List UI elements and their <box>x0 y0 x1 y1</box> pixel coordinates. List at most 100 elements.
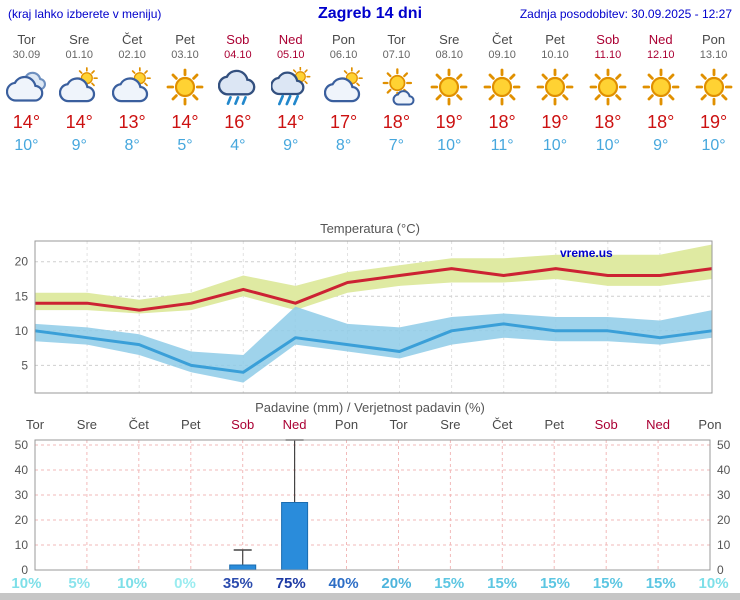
temperature-chart: 5 10 15 20 vreme.us <box>15 240 713 394</box>
sun-icon <box>165 67 205 107</box>
precipitation-chart: Tor Sre Čet Pet Sob Ned Pon Tor Sre Čet Pet Sob Ned P… <box>15 417 731 574</box>
low-temp: 10° <box>595 137 620 154</box>
day-date: 05.10 <box>276 49 305 61</box>
day-date: 07.10 <box>382 49 411 61</box>
sun-icon <box>641 67 681 107</box>
high-temp: 19° <box>435 112 463 132</box>
precip-day-label: Ned <box>283 417 307 432</box>
precip-ytick-right: 30 <box>717 488 731 502</box>
forecast-day-30.09[interactable]: Tor 30.09 14° 10° <box>0 31 53 157</box>
precip-ytick-right: 50 <box>717 438 731 452</box>
low-temp: 10° <box>701 137 726 154</box>
precip-day-label: Tor <box>389 417 408 432</box>
day-name: Sre <box>69 32 90 47</box>
partly-cloudy-icon <box>112 67 152 107</box>
high-temp: 19° <box>541 112 569 132</box>
sun-icon <box>535 67 575 107</box>
precip-ytick-left: 50 <box>15 438 29 452</box>
day-name: Ned <box>278 32 303 47</box>
high-temp: 14° <box>12 112 41 132</box>
precip-day-label: Sob <box>231 417 254 432</box>
forecast-day-08.10[interactable]: Sre 08.10 19° 10° <box>423 31 476 157</box>
precip-probability: 15% <box>592 575 623 592</box>
max-temperature-line <box>35 267 713 312</box>
precip-ytick-right: 20 <box>717 513 731 527</box>
low-temp: 9° <box>71 137 87 154</box>
precip-bar <box>281 502 309 571</box>
page-title: Zagreb 14 dni <box>317 5 423 22</box>
forecast-day-05.10[interactable]: Ned 05.10 14° 9° <box>264 31 317 157</box>
temp-ytick: 15 <box>15 289 29 303</box>
sun-icon <box>588 67 628 107</box>
precip-probability-row: 10% 5% 10% 0% 35% 75% 40% 20% 15% 15% 15% 15% 15% 10% <box>0 575 740 593</box>
precip-grid <box>34 440 711 570</box>
forecast-day-03.10[interactable]: Pet 03.10 14° 5° <box>159 31 212 157</box>
temp-ytick: 20 <box>15 255 29 269</box>
day-date: 02.10 <box>118 49 146 61</box>
precip-day-label: Čet <box>129 417 150 432</box>
rain-icon <box>218 67 258 107</box>
partly-cloudy-icon <box>59 67 99 107</box>
day-name: Pon <box>332 32 356 47</box>
high-temp: 19° <box>699 112 728 132</box>
footer-bar <box>0 593 740 600</box>
forecast-day-09.10[interactable]: Čet 09.10 18° 11° <box>476 31 529 157</box>
day-date: 11.10 <box>594 49 622 61</box>
partly-cloudy-icon <box>324 67 364 107</box>
high-temp: 14° <box>171 112 199 132</box>
forecast-day-10.10[interactable]: Pet 10.10 19° 10° <box>529 31 582 157</box>
high-temp: 18° <box>647 112 675 132</box>
precip-ytick-left: 40 <box>15 463 29 477</box>
day-name: Sre <box>439 32 460 47</box>
day-date: 03.10 <box>171 49 199 61</box>
precip-probability: 15% <box>487 575 518 592</box>
low-temp: 7° <box>388 137 405 154</box>
forecast-day-06.10[interactable]: Pon 06.10 17° 8° <box>317 31 370 157</box>
precip-probability: 20% <box>381 575 412 592</box>
forecast-day-12.10[interactable]: Ned 12.10 18° 9° <box>634 31 687 157</box>
day-name: Ned <box>648 32 673 47</box>
forecast-strip: Tor 30.09 14° 10° Sre 01.10 14° 9° Čet 02.10 13° 8°… <box>0 31 740 157</box>
high-temp: 13° <box>118 112 146 132</box>
low-temp: 4° <box>230 137 246 154</box>
day-name: Tor <box>387 32 406 47</box>
forecast-day-13.10[interactable]: Pon 13.10 19° 10° <box>687 31 740 157</box>
day-name: Pet <box>545 32 565 47</box>
precip-day-label: Sob <box>595 417 618 432</box>
precip-ytick-left: 0 <box>21 563 28 574</box>
precip-ytick-left: 30 <box>15 488 29 502</box>
high-temp: 18° <box>594 112 622 132</box>
precip-probability: 10% <box>11 575 42 592</box>
precip-probability: 15% <box>539 575 570 592</box>
low-temp: 8° <box>124 137 140 154</box>
sun-icon <box>694 67 734 107</box>
precip-ytick-right: 40 <box>717 463 731 477</box>
day-date: 10.10 <box>541 49 569 61</box>
day-date: 01.10 <box>65 49 94 61</box>
precip-day-label: Pon <box>698 417 721 432</box>
day-date: 09.10 <box>488 49 516 61</box>
day-date: 30.09 <box>12 49 41 61</box>
forecast-day-11.10[interactable]: Sob 11.10 18° 10° <box>581 31 634 157</box>
precip-day-label: Čet <box>492 417 513 432</box>
forecast-day-07.10[interactable]: Tor 07.10 18° 7° <box>370 31 423 157</box>
forecast-day-01.10[interactable]: Sre 01.10 14° 9° <box>53 31 106 157</box>
last-update-timestamp: Zadnja posodobitev: 30.09.2025 - 12:27 <box>519 7 732 21</box>
day-name: Sob <box>596 32 620 47</box>
low-temp: 8° <box>335 137 352 154</box>
low-temp: 5° <box>177 137 193 154</box>
day-name: Pon <box>702 32 726 47</box>
precip-probability: 5% <box>68 575 91 592</box>
menu-hint: (kraj lahko izberete v meniju) <box>8 7 162 21</box>
day-name: Čet <box>122 32 143 47</box>
precip-probability: 75% <box>275 575 306 592</box>
precip-bar <box>229 564 257 571</box>
precip-day-label: Sre <box>77 417 97 432</box>
precip-probability: 10% <box>698 575 729 592</box>
forecast-day-02.10[interactable]: Čet 02.10 13° 8° <box>106 31 159 157</box>
cloudy-icon <box>6 67 46 107</box>
forecast-day-04.10[interactable]: Sob 04.10 16° 4° <box>211 31 264 157</box>
high-temp: 14° <box>65 112 93 132</box>
precip-day-label: Pon <box>335 417 358 432</box>
min-temperature-line <box>34 322 713 374</box>
